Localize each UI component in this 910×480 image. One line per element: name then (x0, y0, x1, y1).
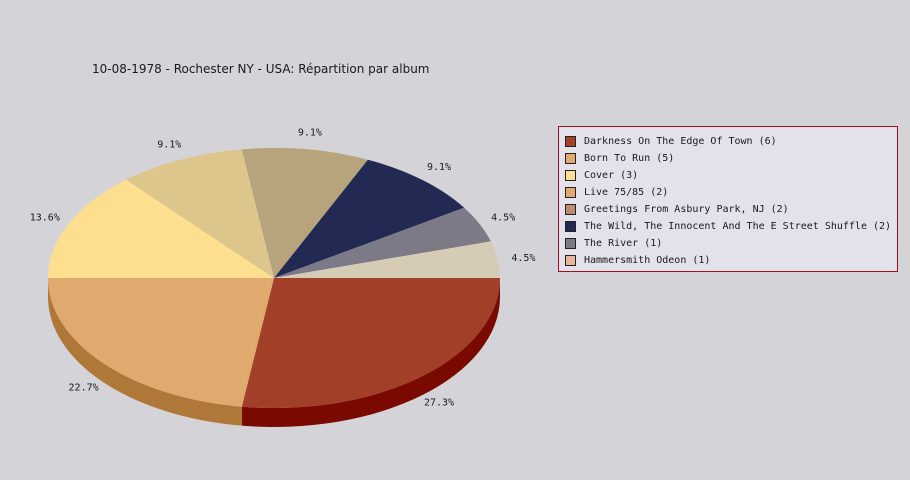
legend-item: Darkness On The Edge Of Town (6) (565, 133, 897, 150)
legend-item: Live 75/85 (2) (565, 184, 897, 201)
pie-percent-labels: 27.3% 22.7% 13.6% 9.1% 9.1% 9.1% 4.5% 4.5% (30, 128, 536, 409)
pie-percent-label-2: 13.6% (30, 213, 60, 224)
pie-slice-0 (241, 278, 500, 409)
legend-item: The River (1) (565, 235, 897, 252)
legend-label: Born To Run (5) (584, 153, 675, 164)
legend-swatch (565, 153, 576, 164)
pie-slice-2 (48, 179, 274, 278)
pie-slice-6 (274, 207, 491, 278)
pie-side-0 (241, 278, 500, 427)
legend-label: Live 75/85 (2) (584, 187, 669, 198)
legend: Darkness On The Edge Of Town (6) Born To … (558, 126, 898, 272)
legend-swatch (565, 221, 576, 232)
pie-slice-4 (241, 147, 368, 278)
pie-side-1 (48, 278, 242, 426)
legend-label: Darkness On The Edge Of Town (6) (584, 136, 777, 147)
legend-swatch (565, 187, 576, 198)
pie-slice-7 (274, 241, 500, 278)
pie-percent-label-0: 27.3% (424, 397, 454, 408)
legend-label: Cover (3) (584, 170, 639, 181)
chart-title: 10-08-1978 - Rochester NY - USA: Réparti… (92, 62, 430, 76)
legend-swatch (565, 204, 576, 215)
legend-label: The Wild, The Innocent And The E Street … (584, 221, 892, 232)
pie-percent-label-6: 4.5% (491, 213, 515, 224)
legend-swatch (565, 255, 576, 266)
pie-percent-label-5: 9.1% (427, 162, 451, 173)
pie-depth-sides (48, 278, 500, 427)
legend-item: The Wild, The Innocent And The E Street … (565, 218, 897, 235)
pie-slice-5 (274, 159, 465, 278)
legend-label: Greetings From Asbury Park, NJ (2) (584, 204, 789, 215)
pie-slice-1 (48, 278, 274, 407)
pie-percent-label-4: 9.1% (298, 128, 322, 139)
pie-slices (48, 147, 500, 409)
pie-slice-3 (126, 149, 275, 278)
pie-percent-label-1: 22.7% (69, 382, 99, 393)
pie-percent-label-7: 4.5% (511, 253, 535, 264)
legend-swatch (565, 170, 576, 181)
legend-item: Cover (3) (565, 167, 897, 184)
legend-item: Greetings From Asbury Park, NJ (2) (565, 201, 897, 218)
legend-label: The River (1) (584, 238, 663, 249)
legend-swatch (565, 238, 576, 249)
pie-percent-label-3: 9.1% (157, 139, 181, 150)
legend-label: Hammersmith Odeon (1) (584, 255, 711, 266)
legend-item: Born To Run (5) (565, 150, 897, 167)
legend-swatch (565, 136, 576, 147)
legend-item: Hammersmith Odeon (1) (565, 252, 897, 269)
